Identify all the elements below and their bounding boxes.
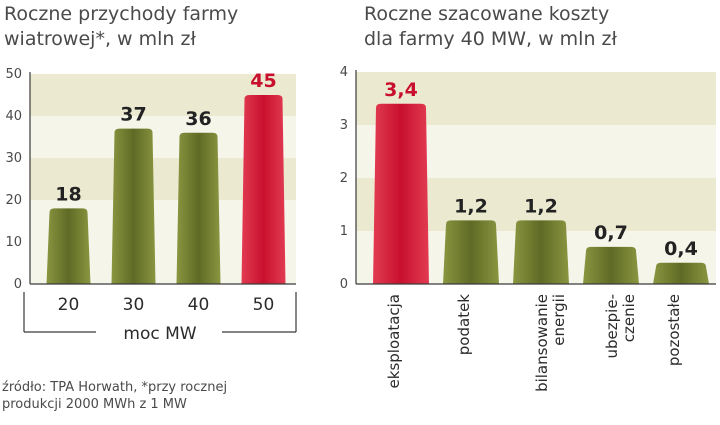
bar — [46, 208, 91, 284]
right-chart: 0 1 2 3 4 3,4 eksploatacja 1,2 podatek 1,2 bilanso… — [340, 65, 716, 392]
y-tick-label: 3 — [340, 118, 348, 133]
data-label: 18 — [55, 183, 81, 205]
bar — [176, 132, 221, 284]
y-tick-label: 4 — [340, 65, 348, 80]
x-category-label: 30 — [123, 295, 145, 315]
y-tick-label: 30 — [5, 151, 22, 166]
data-label: 1,2 — [524, 195, 558, 217]
y-tick-label: 40 — [5, 109, 22, 124]
left-chart-title: Roczne przychody farmy wiatrowej*, w mln… — [4, 3, 239, 50]
data-label: 36 — [185, 108, 211, 130]
x-axis-bracket — [23, 292, 297, 332]
y-tick-label: 0 — [340, 277, 348, 292]
bar — [111, 128, 156, 284]
data-label: 0,7 — [594, 222, 628, 244]
bar — [653, 262, 709, 284]
bar-highlight — [373, 103, 429, 284]
y-tick-label: 2 — [340, 171, 348, 186]
y-tick-label: 50 — [5, 67, 22, 82]
data-label: 3,4 — [384, 79, 418, 101]
bar-highlight — [241, 95, 286, 284]
source-note: źródło: TPA Horwath, *przy rocznej produ… — [2, 380, 228, 412]
y-tick-label: 20 — [5, 193, 22, 208]
x-category-label: podatek — [455, 294, 473, 356]
x-category-label: pozostałe — [665, 294, 683, 366]
x-category-label: 40 — [188, 295, 210, 315]
x-category-label: ubezpie-czenie — [603, 294, 638, 358]
data-label: 37 — [120, 104, 146, 126]
x-category-label: bilansowanieenergii — [533, 294, 568, 392]
y-tick-label: 10 — [5, 235, 22, 250]
data-label: 0,4 — [664, 238, 698, 260]
x-category-label: eksploatacja — [385, 294, 403, 388]
bar — [583, 246, 639, 284]
x-axis-title: moc MW — [123, 324, 196, 344]
data-label: 1,2 — [454, 195, 488, 217]
x-category-label: 50 — [253, 295, 275, 315]
y-tick-label: 0 — [14, 277, 22, 292]
bar — [443, 220, 499, 284]
data-label: 45 — [250, 70, 276, 92]
right-chart-title: Roczne szacowane koszty dla farmy 40 MW,… — [364, 3, 617, 50]
y-tick-label: 1 — [340, 224, 348, 239]
x-category-label: 20 — [58, 295, 80, 315]
left-chart: 0 10 20 30 40 50 18 20 37 30 36 40 45 50 moc MW — [5, 67, 297, 344]
bar — [513, 220, 569, 284]
